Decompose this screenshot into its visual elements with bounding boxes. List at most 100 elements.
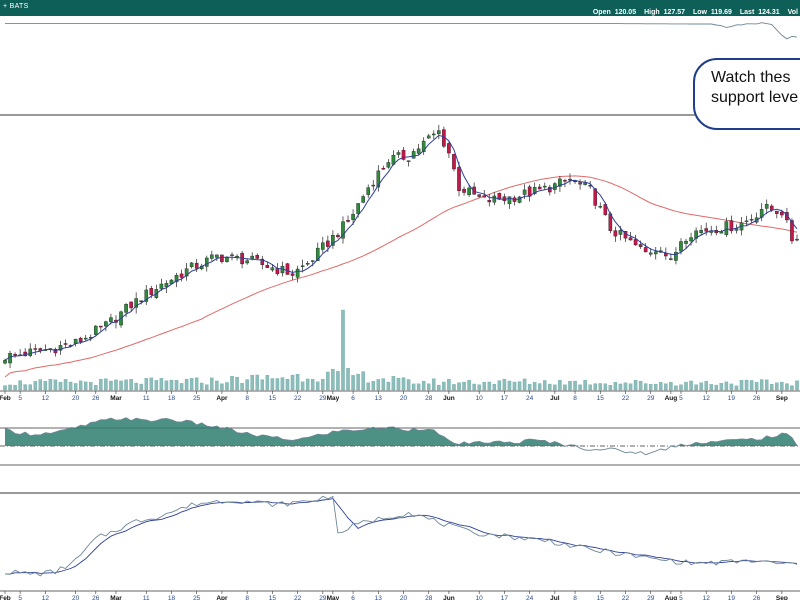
volume-bar xyxy=(230,376,234,391)
candle-body xyxy=(149,288,154,295)
volume-bar xyxy=(295,373,300,391)
candle-body xyxy=(553,183,557,190)
volume-bar xyxy=(623,382,628,391)
volume-bar xyxy=(452,384,456,391)
volume-bar xyxy=(376,379,381,391)
volume-bar xyxy=(497,380,502,391)
lower-date-axis: Feb 5 12 20 26 Mar 11 18 25 Apr 8 15 22 29 May 6 13 20 28 J… xyxy=(0,591,788,600)
volume-bar xyxy=(492,383,497,391)
price-axis-label: 29 xyxy=(647,395,655,402)
candle-body xyxy=(724,221,729,236)
candle-body xyxy=(457,167,461,192)
candle-body xyxy=(431,133,436,136)
volume-bar xyxy=(275,378,280,391)
candle-body xyxy=(139,300,144,303)
candle-body xyxy=(235,255,239,258)
candle-body xyxy=(729,220,734,232)
volume-bar xyxy=(442,381,446,391)
lower-axis-label: 28 xyxy=(425,595,433,600)
candle-body xyxy=(497,193,502,200)
candle-body xyxy=(598,205,603,208)
candle-body xyxy=(487,200,492,203)
candle-body xyxy=(633,239,638,246)
candle-body xyxy=(482,195,487,198)
candle-body xyxy=(295,268,300,278)
volume-bar xyxy=(679,384,683,391)
volume-bar xyxy=(532,382,537,391)
candle-body xyxy=(416,148,421,154)
volume-bar xyxy=(770,384,774,391)
volume-bar xyxy=(109,380,113,391)
candle-body xyxy=(517,196,522,203)
volume-bar xyxy=(608,384,613,391)
fast-ma-line xyxy=(4,134,798,361)
volume-bar xyxy=(361,371,365,391)
lower-axis-label: Jun xyxy=(443,595,455,600)
volume-bar xyxy=(38,379,43,391)
volume-bar xyxy=(502,379,507,391)
price-axis-label: 29 xyxy=(319,395,327,402)
candle-body xyxy=(174,275,179,283)
candle-body xyxy=(744,220,749,223)
volume-bar xyxy=(78,380,83,391)
candle-body xyxy=(472,186,476,195)
volume-bar xyxy=(406,379,411,391)
price-axis-label: 12 xyxy=(703,395,711,402)
candle-body xyxy=(104,321,108,327)
volume-bar xyxy=(416,383,421,391)
volume-bar xyxy=(401,377,406,391)
price-axis-label: 26 xyxy=(753,395,761,402)
candle-body xyxy=(780,211,784,216)
candle-body xyxy=(230,254,234,256)
lower-axis-label: 11 xyxy=(143,595,150,600)
candle-body xyxy=(653,251,658,255)
candle-body xyxy=(78,337,83,343)
volume-bar xyxy=(780,381,784,391)
candle-body xyxy=(326,240,330,247)
volume-bar xyxy=(527,383,532,391)
lower-axis-label: 29 xyxy=(319,595,327,600)
candle-body xyxy=(225,257,229,262)
volume-bar xyxy=(265,375,270,391)
candle-body xyxy=(134,298,138,308)
volume-bar xyxy=(724,381,729,391)
top-panel-line xyxy=(5,22,798,40)
volume-bar xyxy=(654,383,658,391)
volume-bar xyxy=(588,384,592,391)
volume-bar xyxy=(618,383,623,391)
volume-bar xyxy=(583,379,587,391)
volume-bar xyxy=(356,373,360,391)
candle-body xyxy=(33,348,38,350)
candle-body xyxy=(310,260,315,262)
volume-bar xyxy=(558,379,562,391)
candle-body xyxy=(356,203,360,214)
candle-body xyxy=(542,185,547,188)
price-date-axis: Feb 5 12 20 26 Mar 11 18 25 Apr 8 15 22 29 May 6 13 20 28 J… xyxy=(0,391,788,402)
volume-bar xyxy=(396,377,401,391)
volume-bar xyxy=(568,381,572,391)
candle-body xyxy=(522,189,527,195)
volume-bar xyxy=(754,382,759,391)
candle-body xyxy=(421,140,426,152)
candle-body xyxy=(628,237,633,241)
candle-body xyxy=(447,143,451,154)
volume-bar xyxy=(386,381,391,391)
candle-body xyxy=(3,360,7,364)
volume-bar xyxy=(341,309,345,391)
volume-bar xyxy=(366,382,370,391)
annotation-line-1: Watch thes xyxy=(711,69,791,86)
candle-body xyxy=(406,160,411,162)
volume-bar xyxy=(159,378,164,391)
oscillator-line xyxy=(4,417,798,456)
candle-body xyxy=(315,247,320,261)
volume-bar xyxy=(553,384,557,391)
volume-bar xyxy=(462,381,466,391)
volume-bar xyxy=(775,382,779,391)
price-axis-label: Jul xyxy=(550,395,560,402)
volume-bar xyxy=(13,385,17,391)
volume-bar xyxy=(472,383,476,391)
volume-bar xyxy=(3,385,7,391)
volume-bar xyxy=(598,383,603,391)
symbol-label: + BATS xyxy=(3,3,29,10)
volume-bar xyxy=(669,382,673,391)
